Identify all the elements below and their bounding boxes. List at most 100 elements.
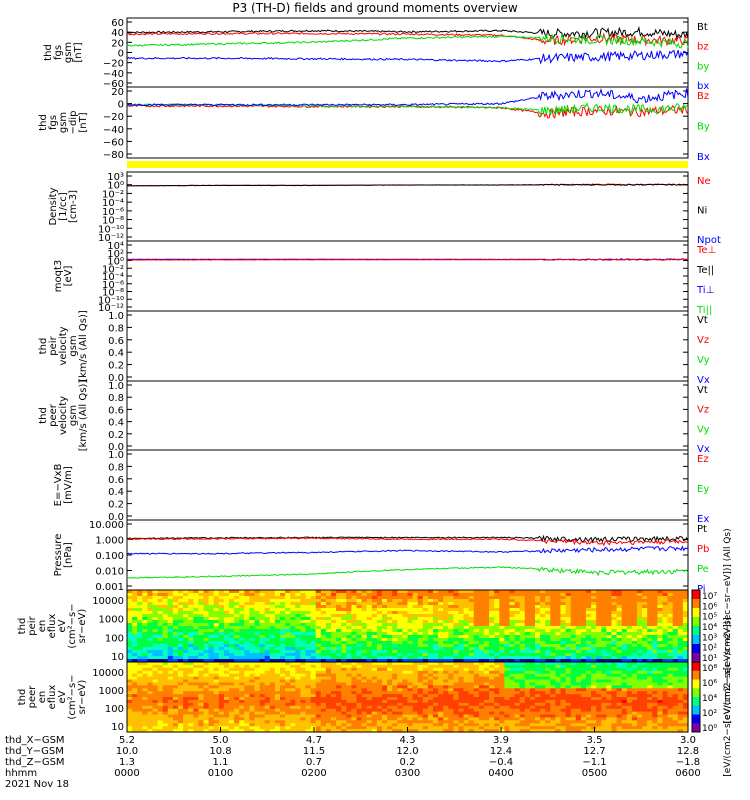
colorbar-label: [eV/(cm2−s[eV/cm2−sec−sr−eV])] [723, 617, 733, 777]
y-axis-label: gsm [68, 405, 79, 426]
ephemeris-value: 5.0 [212, 735, 229, 746]
colorbar-tick: 10² [702, 709, 717, 719]
ephemeris-value: 0300 [394, 768, 421, 779]
y-tick-label: 10⁻² [102, 189, 124, 200]
y-tick-label: 10⁻¹² [98, 233, 124, 244]
panel-5: 1.00.8 0.60.4 0.20.0 thd peir velocity gsm [km/… [38, 310, 710, 386]
colorbar-tick: 10¹ [702, 654, 717, 664]
y-tick-label: 0.4 [108, 348, 124, 359]
ephemeris-value: 10.8 [209, 746, 232, 757]
panel-frame [126, 380, 689, 451]
y-tick-label: −60 [103, 137, 124, 148]
colorbar-tick: 10³ [702, 633, 717, 643]
panel-frame [126, 17, 689, 88]
series-Pe [126, 566, 689, 579]
y-tick-label: 10000 [92, 668, 124, 679]
y-axis-label: velocity [58, 396, 69, 435]
ephemeris-value: −1.1 [582, 757, 607, 768]
y-tick-label: 10⁻⁴ [102, 272, 124, 283]
y-tick-label: 10⁻⁸ [102, 216, 124, 227]
colorbar-tick: 10⁶ [702, 602, 717, 612]
y-tick-label: 0.0 [108, 442, 124, 453]
y-axis-label: [nPa] [63, 542, 74, 568]
legend-bz: bz [697, 42, 709, 53]
ephemeris-value: 1.1 [212, 757, 229, 768]
y-axis-label: E=−VxB [53, 464, 64, 507]
y-axis-label: moqt3 [53, 260, 64, 293]
colorbar-cell [692, 688, 700, 698]
legend-Ex: Ex [697, 514, 709, 525]
y-axis-label: [cm-3] [68, 190, 79, 223]
legend-Vx: Vx [697, 444, 710, 455]
y-tick-label: 0.8 [108, 462, 124, 473]
y-axis-label: (cm²−s− [67, 674, 78, 719]
y-tick-label: 1.0 [108, 381, 124, 392]
colorbar-tick: 10⁴ [702, 623, 717, 633]
y-axis-label: thd [43, 44, 54, 61]
y-axis-label: peer [48, 403, 59, 427]
y-axis-label: [eV] [63, 266, 74, 287]
colorbar-cell [692, 705, 700, 715]
y-tick-label: 0.2 [108, 361, 124, 372]
series-Pb [126, 537, 689, 547]
y-axis-label: peir [27, 615, 38, 635]
colorbar-tick: 10⁶ [702, 679, 717, 689]
legend-Vy: Vy [697, 424, 710, 435]
date-label: 2021 Nov 18 [5, 779, 70, 790]
y-tick-label: 0.2 [108, 430, 124, 441]
y-axis-label: Pressure [53, 534, 64, 577]
ephemeris-value: −0.4 [488, 757, 514, 768]
legend-Vt: Vt [697, 315, 708, 326]
y-tick-label: 10³ [107, 172, 124, 183]
y-tick-label: 0.6 [108, 475, 124, 486]
ephemeris-value: 0000 [114, 768, 140, 779]
panel-2: 20 0−20 −40−60 −80 thd fgs gsm −dip [nT] Bz By Bx [38, 86, 710, 163]
y-axis-label: fgs [53, 45, 64, 60]
ephemeris-value: 1.3 [119, 757, 135, 768]
y-tick-label: 0.4 [108, 487, 124, 498]
legend-Pt: Pt [697, 524, 707, 535]
panel-frame [126, 449, 689, 521]
ephemeris-value: 3.9 [493, 735, 509, 746]
ephemeris-value: 3.5 [586, 735, 603, 746]
y-tick-label: −20 [103, 59, 124, 70]
y-tick-label: 20 [111, 87, 124, 98]
y-axis-label: peir [48, 335, 59, 355]
y-tick-label: 1000 [99, 686, 124, 697]
y-tick-label: −40 [103, 125, 124, 136]
ephemeris-value: 0400 [488, 768, 514, 779]
panel-6: 1.00.80.6 0.40.20.0 thd peer velocity gsm [km/… [38, 380, 710, 455]
y-axis-label: sr−eV) [77, 609, 88, 644]
y-axis-label: sr−eV) [77, 680, 88, 715]
series-bz [126, 31, 689, 47]
y-tick-label: 20 [111, 38, 124, 49]
y-tick-label: 1.000 [95, 536, 124, 547]
legend-Vx: Vx [697, 375, 710, 386]
colorbar-cell [692, 617, 700, 627]
y-axis-label: (cm²−s− [67, 603, 78, 648]
ephemeris-value: 0100 [207, 768, 234, 779]
colorbar-cell [692, 599, 700, 609]
ephemeris-value: 0.2 [399, 757, 416, 768]
colorbar-cell [692, 714, 700, 724]
y-tick-label: 10² [107, 249, 124, 260]
panel-8: 10.000 1.000 0.100 0.010 0.001 Pressure [nPa] P… [53, 519, 709, 595]
y-tick-label: 0 [118, 100, 124, 111]
y-axis-label: peer [27, 685, 38, 709]
y-axis-label: Density [48, 187, 59, 225]
legend-Pb: Pb [697, 544, 709, 555]
series-Pi [126, 545, 689, 555]
y-tick-label: 0.6 [108, 405, 124, 416]
y-tick-label: 0.4 [108, 418, 124, 429]
y-tick-label: 10⁻⁴ [102, 198, 124, 209]
ephemeris-value: 0200 [301, 768, 327, 779]
panel-frame [126, 171, 689, 242]
y-tick-label: 100 [105, 704, 124, 715]
series-Bx [126, 87, 689, 107]
y-axis-label: velocity [58, 326, 69, 365]
y-tick-label: 10⁻⁶ [102, 280, 124, 291]
y-tick-label: 10⁻¹⁰ [98, 295, 124, 306]
